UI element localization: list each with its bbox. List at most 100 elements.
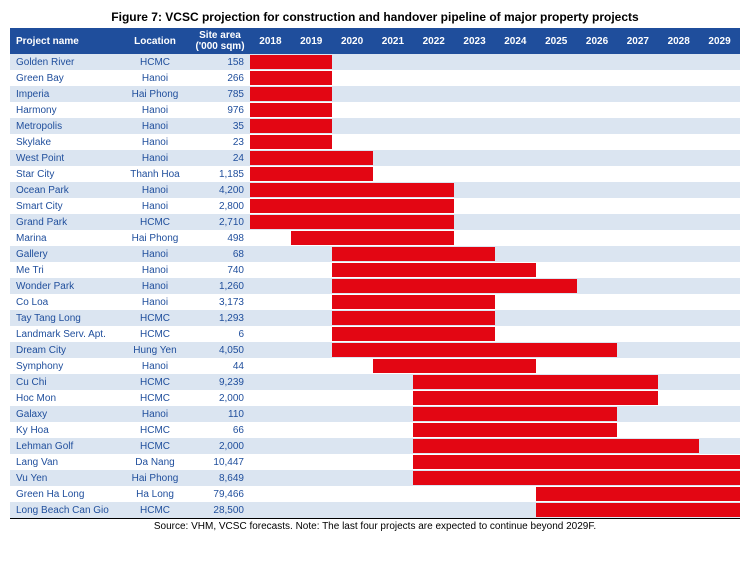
project-name: Star City <box>10 169 120 180</box>
project-location: Hanoi <box>120 265 190 276</box>
project-location: Hanoi <box>120 121 190 132</box>
gantt-track <box>250 246 740 262</box>
project-name: Wonder Park <box>10 281 120 292</box>
gantt-track <box>250 118 740 134</box>
gantt-bar <box>250 119 332 133</box>
project-location: Hanoi <box>120 185 190 196</box>
gantt-bar <box>250 215 454 229</box>
project-location: HCMC <box>120 313 190 324</box>
project-row: Ky HoaHCMC66 <box>10 422 740 438</box>
project-area: 740 <box>190 265 250 276</box>
project-name: Symphony <box>10 361 120 372</box>
project-row: GalleryHanoi68 <box>10 246 740 262</box>
project-location: Hanoi <box>120 153 190 164</box>
project-row: Vu YenHai Phong8,649 <box>10 470 740 486</box>
gantt-track <box>250 70 740 86</box>
gantt-track <box>250 502 740 518</box>
gantt-track <box>250 150 740 166</box>
header-year: 2025 <box>536 36 577 47</box>
project-row: GalaxyHanoi110 <box>10 406 740 422</box>
gantt-track <box>250 294 740 310</box>
project-area: 10,447 <box>190 457 250 468</box>
project-row: Landmark Serv. Apt.HCMC6 <box>10 326 740 342</box>
project-area: 498 <box>190 233 250 244</box>
project-row: Tay Tang LongHCMC1,293 <box>10 310 740 326</box>
gantt-bar <box>291 231 454 245</box>
project-area: 266 <box>190 73 250 84</box>
header-year: 2027 <box>617 36 658 47</box>
project-location: Da Nang <box>120 457 190 468</box>
project-location: Hanoi <box>120 105 190 116</box>
gantt-bar <box>536 487 740 501</box>
gantt-bar <box>332 343 618 357</box>
project-location: Thanh Hoa <box>120 169 190 180</box>
project-location: HCMC <box>120 329 190 340</box>
gantt-bar <box>413 407 617 421</box>
header-year: 2018 <box>250 36 291 47</box>
project-row: MetropolisHanoi35 <box>10 118 740 134</box>
project-area: 1,185 <box>190 169 250 180</box>
project-row: Co LoaHanoi3,173 <box>10 294 740 310</box>
project-location: Hanoi <box>120 361 190 372</box>
project-area: 158 <box>190 57 250 68</box>
gantt-track <box>250 166 740 182</box>
gantt-track <box>250 470 740 486</box>
gantt-track <box>250 454 740 470</box>
gantt-track <box>250 182 740 198</box>
gantt-bar <box>250 183 454 197</box>
project-area: 1,260 <box>190 281 250 292</box>
gantt-bar <box>332 295 495 309</box>
project-row: Smart CityHanoi2,800 <box>10 198 740 214</box>
gantt-bar <box>250 199 454 213</box>
project-name: Gallery <box>10 249 120 260</box>
project-row: Lang VanDa Nang10,447 <box>10 454 740 470</box>
project-name: Skylake <box>10 137 120 148</box>
gantt-bar <box>250 135 332 149</box>
header-year: 2020 <box>332 36 373 47</box>
project-name: Ocean Park <box>10 185 120 196</box>
project-location: HCMC <box>120 377 190 388</box>
project-area: 1,293 <box>190 313 250 324</box>
project-row: MarinaHai Phong498 <box>10 230 740 246</box>
gantt-track <box>250 134 740 150</box>
project-location: Hanoi <box>120 281 190 292</box>
gantt-track <box>250 86 740 102</box>
gantt-track <box>250 310 740 326</box>
project-area: 4,050 <box>190 345 250 356</box>
gantt-track <box>250 102 740 118</box>
gantt-track <box>250 422 740 438</box>
project-location: Ha Long <box>120 489 190 500</box>
project-location: Hanoi <box>120 297 190 308</box>
project-name: Metropolis <box>10 121 120 132</box>
gantt-bar <box>413 423 617 437</box>
project-row: Wonder ParkHanoi1,260 <box>10 278 740 294</box>
project-location: HCMC <box>120 425 190 436</box>
gantt-bar <box>536 503 740 517</box>
project-area: 35 <box>190 121 250 132</box>
project-location: HCMC <box>120 57 190 68</box>
project-location: Hai Phong <box>120 233 190 244</box>
project-area: 2,000 <box>190 393 250 404</box>
gantt-bar <box>250 103 332 117</box>
gantt-bar <box>250 167 373 181</box>
gantt-track <box>250 278 740 294</box>
project-area: 2,710 <box>190 217 250 228</box>
gantt-track <box>250 342 740 358</box>
project-row: West PointHanoi24 <box>10 150 740 166</box>
project-name: Marina <box>10 233 120 244</box>
gantt-track <box>250 214 740 230</box>
project-name: Green Bay <box>10 73 120 84</box>
project-area: 976 <box>190 105 250 116</box>
project-name: Harmony <box>10 105 120 116</box>
project-name: Imperia <box>10 89 120 100</box>
gantt-track <box>250 262 740 278</box>
project-location: Hung Yen <box>120 345 190 356</box>
project-row: Cu ChiHCMC9,239 <box>10 374 740 390</box>
project-location: HCMC <box>120 441 190 452</box>
header-project-name: Project name <box>10 36 120 47</box>
project-name: Lehman Golf <box>10 441 120 452</box>
project-name: Dream City <box>10 345 120 356</box>
project-name: Grand Park <box>10 217 120 228</box>
project-area: 785 <box>190 89 250 100</box>
header-year: 2028 <box>658 36 699 47</box>
